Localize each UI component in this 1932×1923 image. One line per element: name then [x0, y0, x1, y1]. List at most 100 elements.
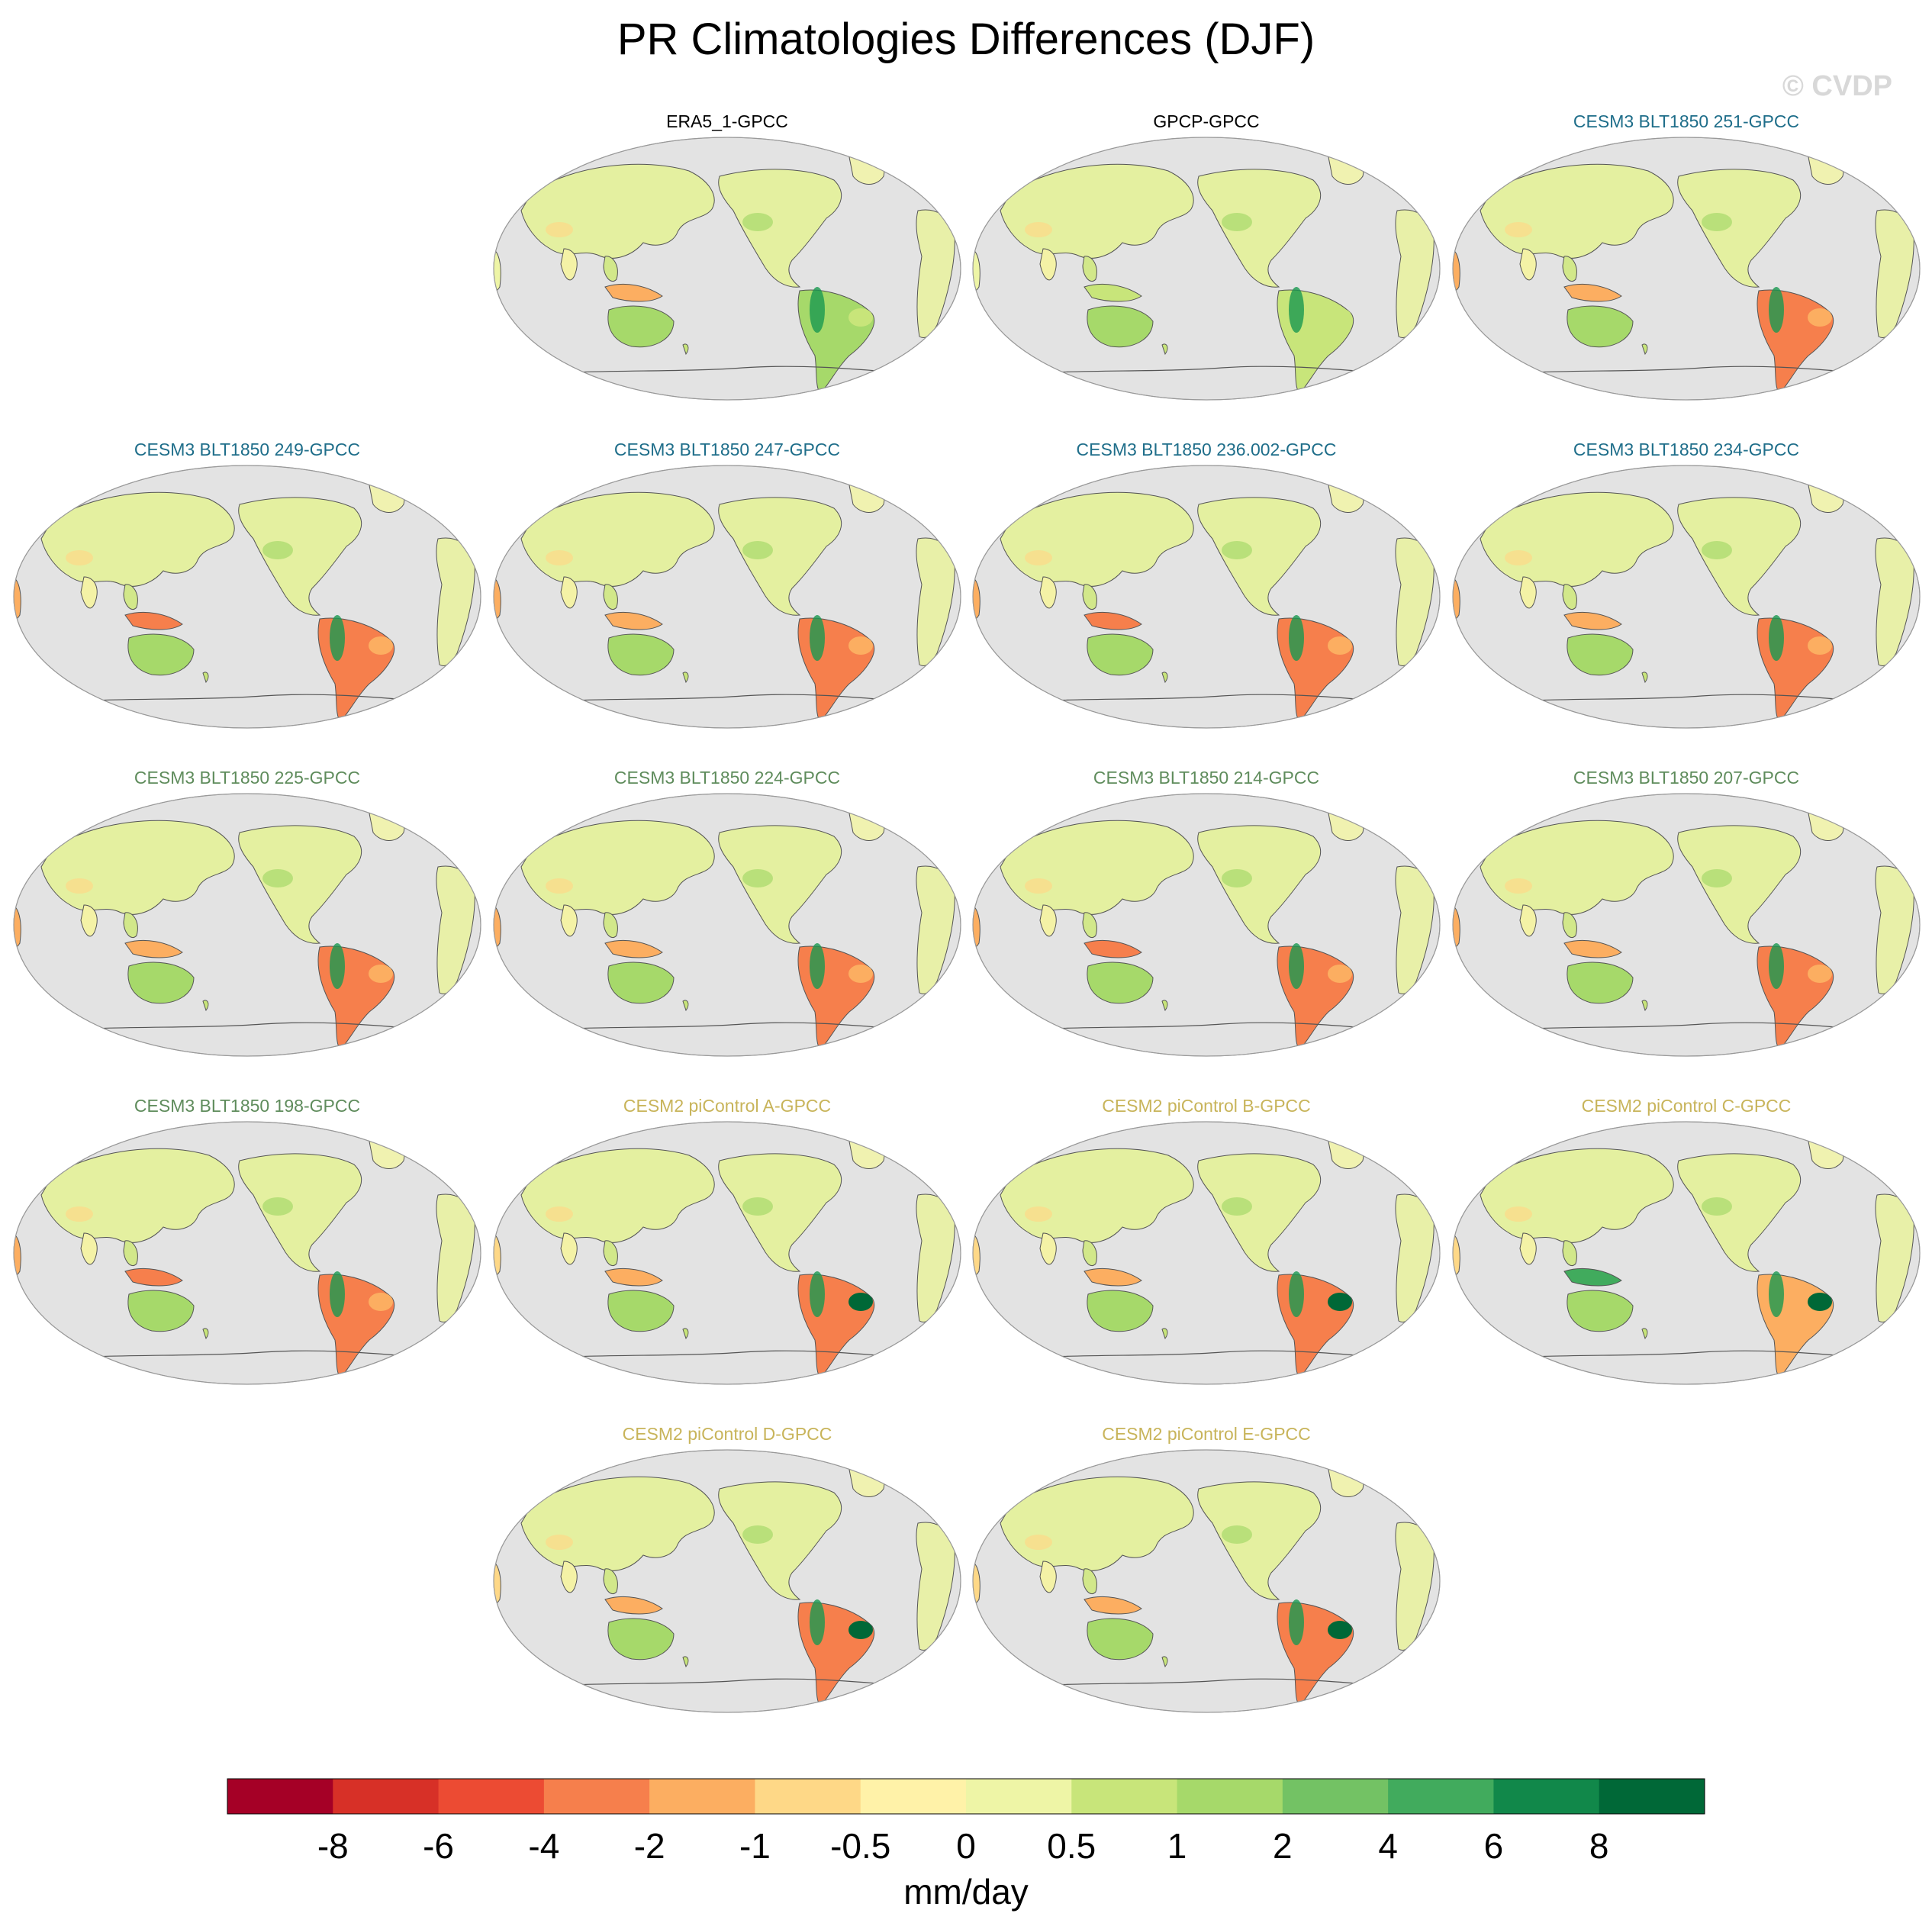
namerica-region	[718, 169, 842, 288]
andes-patch	[330, 615, 345, 661]
panel-title: CESM2 piControl A-GPCC	[623, 1096, 832, 1116]
madagascar-region	[24, 973, 31, 991]
map-panel: CESM3 BLT1850 249-GPCC	[11, 440, 484, 737]
namerica-region	[1197, 1153, 1322, 1272]
robinson-map	[972, 1121, 1441, 1385]
maritime-region	[1563, 283, 1622, 302]
india-region	[560, 1232, 578, 1265]
namerica-region	[238, 497, 362, 616]
antarctica-coastline	[1000, 1350, 1413, 1361]
robinson-map	[493, 137, 961, 401]
map-panel: CESM3 BLT1850 224-GPCC	[491, 768, 964, 1065]
colorbar-tick-label: 4	[1378, 1826, 1398, 1866]
panel-title: ERA5_1-GPCC	[666, 111, 788, 131]
colorbar-tick-label: 8	[1589, 1826, 1609, 1866]
na-west-patch	[1222, 1525, 1252, 1544]
ne-brazil-patch	[1808, 636, 1832, 655]
nzealand-region	[202, 672, 209, 684]
ne-brazil-patch	[1808, 308, 1832, 327]
na-west-patch	[1702, 869, 1732, 887]
map-panel: CESM3 BLT1850 225-GPCC	[11, 768, 484, 1065]
map-panel: CESM3 BLT1850 214-GPCC	[970, 768, 1443, 1065]
westafrica-region	[1453, 904, 1460, 948]
na-west-patch	[742, 541, 773, 559]
andes-patch	[1289, 1271, 1304, 1317]
westafrica-region	[14, 1232, 21, 1276]
panel-title: CESM2 piControl B-GPCC	[1102, 1096, 1311, 1116]
westafrica-region	[14, 904, 21, 948]
map-panel: CESM2 piControl D-GPCC	[491, 1424, 964, 1722]
ne-brazil-patch	[1808, 965, 1832, 983]
colorbar-segment	[438, 1779, 545, 1814]
nzealand-region	[1641, 1328, 1648, 1340]
robinson-map	[1452, 1121, 1921, 1385]
india-region	[1039, 904, 1057, 937]
madagascar-region	[24, 1301, 31, 1319]
map-panel: CESM2 piControl E-GPCC	[970, 1424, 1443, 1722]
colorbar-segment	[1493, 1779, 1600, 1814]
panel-title: CESM3 BLT1850 234-GPCC	[1573, 440, 1800, 459]
robinson-map	[972, 137, 1441, 401]
africa-region	[436, 537, 475, 666]
seasia-region	[603, 1568, 618, 1595]
mideast-patch	[1025, 222, 1052, 237]
nzealand-region	[1161, 672, 1168, 684]
nzealand-region	[202, 1000, 209, 1012]
robinson-map	[493, 465, 961, 729]
australia-region	[607, 961, 675, 1004]
robinson-map	[972, 1449, 1441, 1713]
madagascar-region	[984, 1301, 990, 1319]
seasia-region	[1082, 1240, 1097, 1267]
westafrica-region	[973, 576, 980, 620]
robinson-map	[13, 1121, 481, 1385]
india-region	[1519, 248, 1537, 281]
africa-region	[1875, 537, 1914, 666]
nzealand-region	[202, 1328, 209, 1340]
na-west-patch	[1702, 213, 1732, 231]
westafrica-region	[973, 248, 980, 292]
panel-title: CESM3 BLT1850 247-GPCC	[613, 440, 841, 459]
antarctica-coastline	[40, 1350, 454, 1361]
antarctica-coastline	[1000, 1678, 1413, 1689]
namerica-region	[1197, 1481, 1322, 1600]
panel-title: CESM3 BLT1850 214-GPCC	[1093, 768, 1320, 788]
map-panel: CESM3 BLT1850 251-GPCC	[1450, 111, 1923, 409]
na-west-patch	[1702, 1197, 1732, 1216]
madagascar-region	[504, 1301, 511, 1319]
colorbar-segment	[227, 1779, 333, 1814]
africa-region	[916, 1193, 955, 1322]
india-region	[1519, 576, 1537, 609]
mideast-patch	[546, 550, 573, 565]
nzealand-region	[682, 1000, 689, 1012]
maritime-region	[1084, 283, 1142, 302]
na-west-patch	[1222, 541, 1252, 559]
india-region	[560, 904, 578, 937]
namerica-region	[1677, 169, 1802, 288]
maritime-region	[1563, 1268, 1622, 1287]
australia-region	[607, 1618, 675, 1660]
seasia-region	[123, 912, 138, 939]
andes-patch	[1769, 615, 1784, 661]
namerica-region	[1197, 169, 1322, 288]
andes-patch	[1289, 287, 1304, 333]
antarctica-coastline	[520, 1022, 934, 1032]
india-region	[1519, 1232, 1537, 1265]
india-region	[80, 904, 98, 937]
antarctica-coastline	[1000, 366, 1413, 376]
africa-region	[916, 537, 955, 666]
india-region	[560, 248, 578, 281]
westafrica-region	[494, 248, 501, 292]
ne-brazil-patch	[369, 965, 393, 983]
nzealand-region	[1161, 1328, 1168, 1340]
seasia-region	[1082, 584, 1097, 610]
colorbar-segment	[755, 1779, 861, 1814]
seasia-region	[603, 912, 618, 939]
colorbar-segment	[1388, 1779, 1494, 1814]
mideast-patch	[1025, 1535, 1052, 1550]
nzealand-region	[1641, 672, 1648, 684]
australia-region	[1087, 633, 1154, 676]
ne-brazil-patch	[848, 1293, 873, 1311]
africa-region	[1395, 1193, 1435, 1322]
madagascar-region	[504, 317, 511, 335]
colorbar-segment	[1599, 1779, 1705, 1814]
